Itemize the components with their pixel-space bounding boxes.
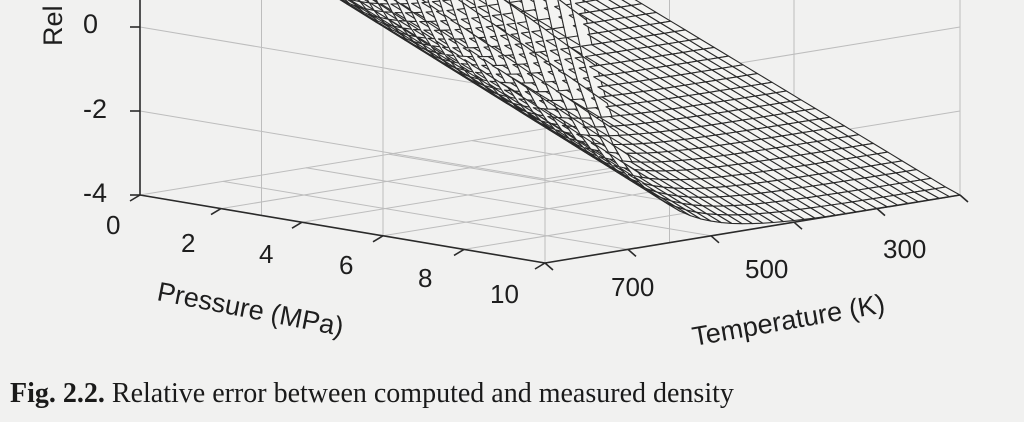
- figure-caption-text: Relative error between computed and meas…: [111, 378, 734, 409]
- floor-grid-line: [305, 167, 712, 237]
- surface-cell: [340, 0, 344, 2]
- pressure-axis-line: [139, 194, 546, 264]
- temperature-axis-label: Temperature (K): [690, 288, 887, 351]
- z-tick-label-minus-2: -2: [83, 94, 107, 124]
- pressure-axis-tick: [372, 235, 384, 243]
- figure-number: Fig. 2.2.: [10, 378, 105, 409]
- temperature-tick-label-300: 300: [883, 234, 926, 264]
- wall-grid-line: [139, 110, 546, 180]
- floor-grid-line: [222, 180, 629, 250]
- pressure-tick-label-6: 6: [339, 250, 353, 280]
- pressure-axis-tick: [453, 248, 465, 257]
- pressure-tick-label-0: 0: [106, 210, 120, 240]
- pressure-axis-label: Pressure (MPa): [155, 276, 346, 342]
- temperature-axis-line: [544, 194, 961, 264]
- pressure-axis-tick: [291, 221, 303, 229]
- plot-axes: [129, 0, 969, 271]
- error-surface-mesh: [339, 0, 961, 225]
- temperature-axis-tick: [959, 194, 969, 203]
- pressure-axis-tick: [129, 194, 141, 202]
- floor-grid-line: [220, 140, 637, 210]
- pressure-tick-label-4: 4: [259, 239, 273, 269]
- pressure-tick-label-2: 2: [181, 228, 195, 258]
- floor-grid-line: [139, 126, 556, 196]
- temperature-axis-tick: [710, 235, 720, 244]
- temperature-axis-tick: [544, 262, 554, 271]
- temperature-tick-label-500: 500: [745, 254, 788, 284]
- pressure-tick-label-10: 10: [490, 279, 519, 309]
- temperature-axis-tick: [876, 207, 886, 217]
- pressure-axis-tick: [534, 262, 546, 270]
- z-axis-label: Rel: [38, 5, 68, 46]
- temperature-axis-tick: [793, 221, 803, 230]
- z-tick-label-minus-4: -4: [83, 178, 107, 208]
- temperature-tick-label-700: 700: [611, 272, 654, 302]
- temperature-axis-tick: [627, 248, 637, 258]
- z-tick-label-0: 0: [83, 9, 98, 39]
- pressure-tick-label-8: 8: [418, 263, 432, 293]
- pressure-axis-tick: [210, 207, 222, 216]
- figure-caption: Fig. 2.2. Relative error between compute…: [10, 378, 1010, 410]
